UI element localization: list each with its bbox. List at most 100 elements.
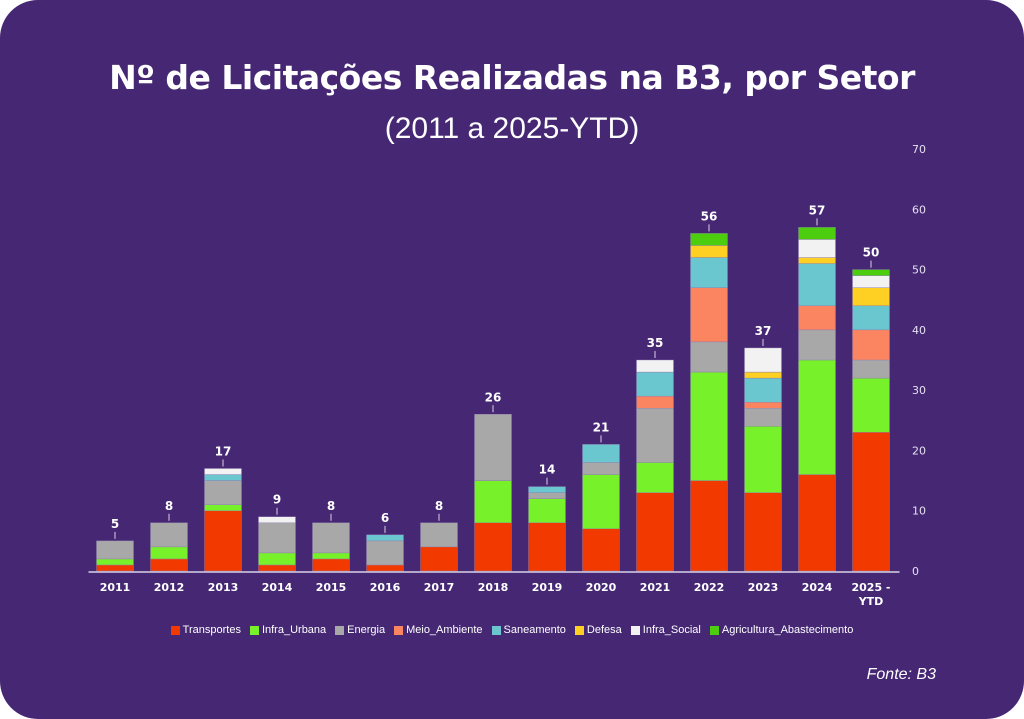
bar-segment-infra-urbana-1 xyxy=(150,546,188,560)
bar-segment-saneamento-11 xyxy=(690,257,728,288)
bar-segment-infra-social-3 xyxy=(258,516,296,523)
bar-segment-meio-ambiente-10 xyxy=(636,395,674,409)
bar-segment-transportes-11 xyxy=(690,480,728,572)
legend-item-transportes: Transportes xyxy=(170,624,241,636)
legend-item-saneamento: Saneamento xyxy=(491,624,566,636)
bar-segment-infra-social-2 xyxy=(204,468,242,475)
legend: Transportes Infra_Urbana Energia Meio_Ambie… xyxy=(0,624,1024,636)
x-tick-label: 2011 xyxy=(100,581,131,594)
bar-segment-transportes-13 xyxy=(798,474,836,572)
legend-item-infra-social: Infra_Social xyxy=(630,624,701,636)
x-tick-label: 2017 xyxy=(424,581,455,594)
total-label: 14 xyxy=(539,463,556,477)
x-tick-label: 2013 xyxy=(208,581,239,594)
total-label: 57 xyxy=(809,203,826,217)
x-tick-label: 2021 xyxy=(640,581,671,594)
total-label: 50 xyxy=(863,246,880,260)
legend-swatch xyxy=(335,625,345,635)
bar-segment-saneamento-14 xyxy=(852,305,890,331)
bar-segment-agricultura-abastecimento-13 xyxy=(798,227,836,240)
total-label: 26 xyxy=(485,390,502,404)
bar-segment-meio-ambiente-14 xyxy=(852,329,890,361)
x-tick-label: 2014 xyxy=(262,581,293,594)
total-label: 5 xyxy=(111,517,119,531)
bar-segment-transportes-14 xyxy=(852,432,890,572)
bar-segment-saneamento-12 xyxy=(744,377,782,403)
total-label: 21 xyxy=(593,420,610,434)
total-label: 6 xyxy=(381,511,389,525)
legend-swatch xyxy=(574,625,584,635)
bar-segment-energia-3 xyxy=(258,522,296,554)
x-tick-label: 2016 xyxy=(370,581,401,594)
bar-segment-energia-11 xyxy=(690,341,728,373)
bar-segment-infra-urbana-13 xyxy=(798,359,836,475)
bar-segment-infra-social-12 xyxy=(744,347,782,373)
total-label: 37 xyxy=(755,324,772,338)
bar-segment-transportes-8 xyxy=(528,522,566,572)
total-label: 56 xyxy=(701,209,718,223)
bar-segment-energia-8 xyxy=(528,492,566,499)
bar-segment-transportes-2 xyxy=(204,510,242,572)
bar-segment-saneamento-2 xyxy=(204,474,242,481)
x-tick-label: 2025 - xyxy=(851,581,890,594)
total-label: 35 xyxy=(647,336,664,350)
bar-segment-energia-13 xyxy=(798,329,836,361)
bar-segment-saneamento-13 xyxy=(798,263,836,306)
bar-segment-defesa-14 xyxy=(852,287,890,306)
y-tick-label: 10 xyxy=(912,505,926,518)
legend-item-meio-ambiente: Meio_Ambiente xyxy=(394,624,483,636)
chart-subtitle: (2011 a 2025-YTD) xyxy=(384,112,640,145)
total-label: 8 xyxy=(435,499,443,513)
legend-item-defesa: Defesa xyxy=(574,624,622,636)
bar-segment-defesa-12 xyxy=(744,371,782,379)
y-tick-label: 50 xyxy=(912,264,926,277)
bar-segment-transportes-5 xyxy=(366,564,404,572)
x-tick-label: 2015 xyxy=(316,581,347,594)
bar-segment-infra-urbana-14 xyxy=(852,377,890,433)
y-tick-label: 30 xyxy=(912,384,926,397)
legend-label: Infra_Urbana xyxy=(261,624,327,636)
bar-segment-saneamento-8 xyxy=(528,486,566,493)
bar-segment-transportes-1 xyxy=(150,558,188,572)
x-tick-label: 2020 xyxy=(586,581,617,594)
total-label: 8 xyxy=(165,499,173,513)
x-tick-label: YTD xyxy=(858,595,884,608)
bar-segment-saneamento-10 xyxy=(636,371,674,397)
legend-swatch xyxy=(249,625,259,635)
legend-label: Defesa xyxy=(586,624,622,636)
y-tick-label: 40 xyxy=(912,324,926,337)
bar-segment-energia-12 xyxy=(744,408,782,427)
y-tick-label: 20 xyxy=(912,444,926,457)
bar-segment-transportes-7 xyxy=(474,522,512,572)
total-label: 17 xyxy=(215,445,232,459)
source-note: Fonte: B3 xyxy=(866,666,936,683)
total-labels: 5 8 17 9 8 6 8 26 14 21 35 56 37 57 50 xyxy=(111,203,880,539)
bar-segment-energia-9 xyxy=(582,462,620,475)
x-tick-label: 2019 xyxy=(532,581,563,594)
bar-segment-meio-ambiente-11 xyxy=(690,287,728,343)
bar-segment-infra-urbana-9 xyxy=(582,474,620,529)
chart-title: Nº de Licitações Realizadas na B3, por S… xyxy=(109,58,915,97)
legend-item-agricultura-abastecimento: Agricultura_Abastecimento xyxy=(709,624,853,636)
bar-segment-agricultura-abastecimento-14 xyxy=(852,269,890,276)
bar-segment-energia-14 xyxy=(852,359,890,379)
bar-segment-infra-social-13 xyxy=(798,239,836,258)
bar-segment-meio-ambiente-13 xyxy=(798,305,836,331)
bar-segment-infra-urbana-4 xyxy=(312,552,350,560)
bar-segment-infra-urbana-11 xyxy=(690,371,728,481)
total-label: 9 xyxy=(273,493,281,507)
total-label: 8 xyxy=(327,499,335,513)
x-tick-label: 2024 xyxy=(802,581,833,594)
legend-label: Infra_Social xyxy=(642,624,701,636)
x-tick-label: 2022 xyxy=(694,581,725,594)
legend-label: Energia xyxy=(347,624,386,636)
bar-segment-energia-2 xyxy=(204,480,242,505)
bar-segment-transportes-0 xyxy=(96,564,134,572)
bar-segment-energia-6 xyxy=(420,522,458,548)
bar-segment-saneamento-9 xyxy=(582,444,620,463)
x-tick-label: 2023 xyxy=(748,581,779,594)
legend-swatch xyxy=(709,625,719,635)
bar-segment-infra-social-14 xyxy=(852,275,890,288)
y-axis-ticks: 0 10 20 30 40 50 60 70 xyxy=(912,143,926,578)
